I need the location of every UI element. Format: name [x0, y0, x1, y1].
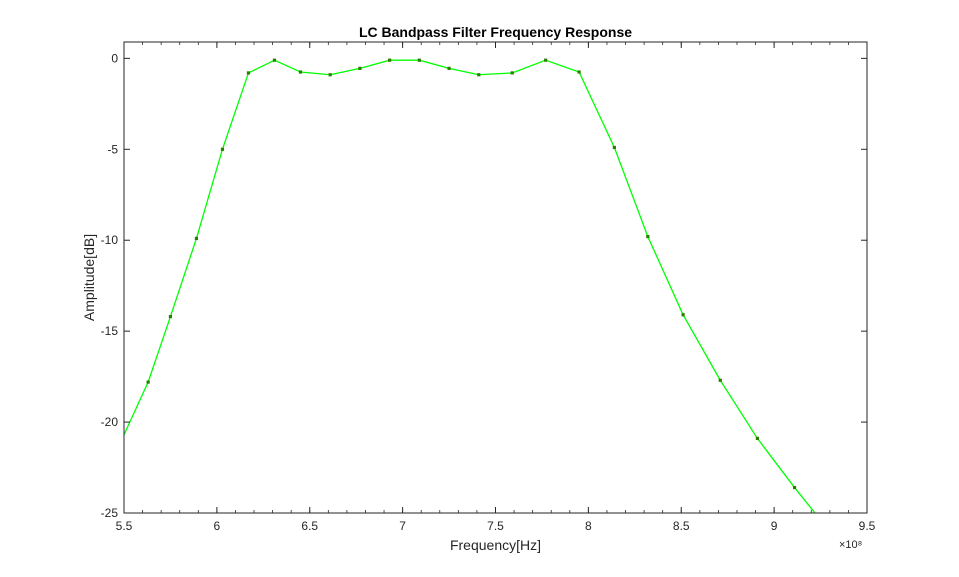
- data-point: [447, 66, 451, 70]
- data-point: [220, 147, 225, 151]
- data-point: [510, 71, 514, 75]
- x-axis-label: Frequency[Hz]: [450, 537, 541, 553]
- x-tick-label: 7: [399, 519, 406, 533]
- x-tick-label: 8: [585, 519, 592, 533]
- y-tick-label: 0: [111, 51, 118, 65]
- data-point: [417, 58, 421, 62]
- data-point: [328, 73, 332, 77]
- x-axis-exponent: ×10⁸: [839, 539, 862, 551]
- series-layer: [123, 58, 816, 514]
- x-tick-label: 6: [214, 519, 221, 533]
- y-tick-label: -25: [101, 506, 119, 520]
- data-point: [298, 70, 303, 74]
- x-tick-label: 9: [771, 519, 778, 533]
- data-point: [646, 234, 650, 239]
- y-tick-label: -15: [101, 324, 119, 338]
- plot-area: [124, 42, 867, 513]
- data-point: [612, 145, 616, 150]
- data-point: [168, 315, 173, 319]
- data-point: [544, 58, 548, 62]
- data-point: [577, 70, 581, 74]
- data-point: [792, 485, 797, 490]
- series-line: [123, 59, 816, 514]
- y-axis-label: Amplitude[dB]: [81, 234, 97, 321]
- y-tick-label: -10: [101, 233, 119, 247]
- x-tick-label: 9.5: [859, 519, 876, 533]
- y-tick-label: -5: [107, 142, 118, 156]
- data-point: [718, 378, 722, 382]
- plot-frame: [123, 41, 868, 514]
- x-tick-label: 5.5: [116, 519, 133, 533]
- data-point: [388, 58, 392, 62]
- y-tick-label: -20: [101, 415, 119, 429]
- data-point: [681, 313, 685, 317]
- x-tick-label: 8.5: [673, 519, 690, 533]
- chart-title: LC Bandpass Filter Frequency Response: [359, 24, 632, 40]
- data-point: [477, 73, 481, 77]
- data-point: [272, 58, 277, 62]
- data-point: [194, 236, 199, 240]
- x-tick-label: 6.5: [301, 519, 318, 533]
- data-point: [755, 436, 760, 441]
- x-tick-label: 7.5: [487, 519, 504, 533]
- data-point: [146, 380, 150, 384]
- data-point: [246, 71, 251, 75]
- data-point: [358, 66, 362, 70]
